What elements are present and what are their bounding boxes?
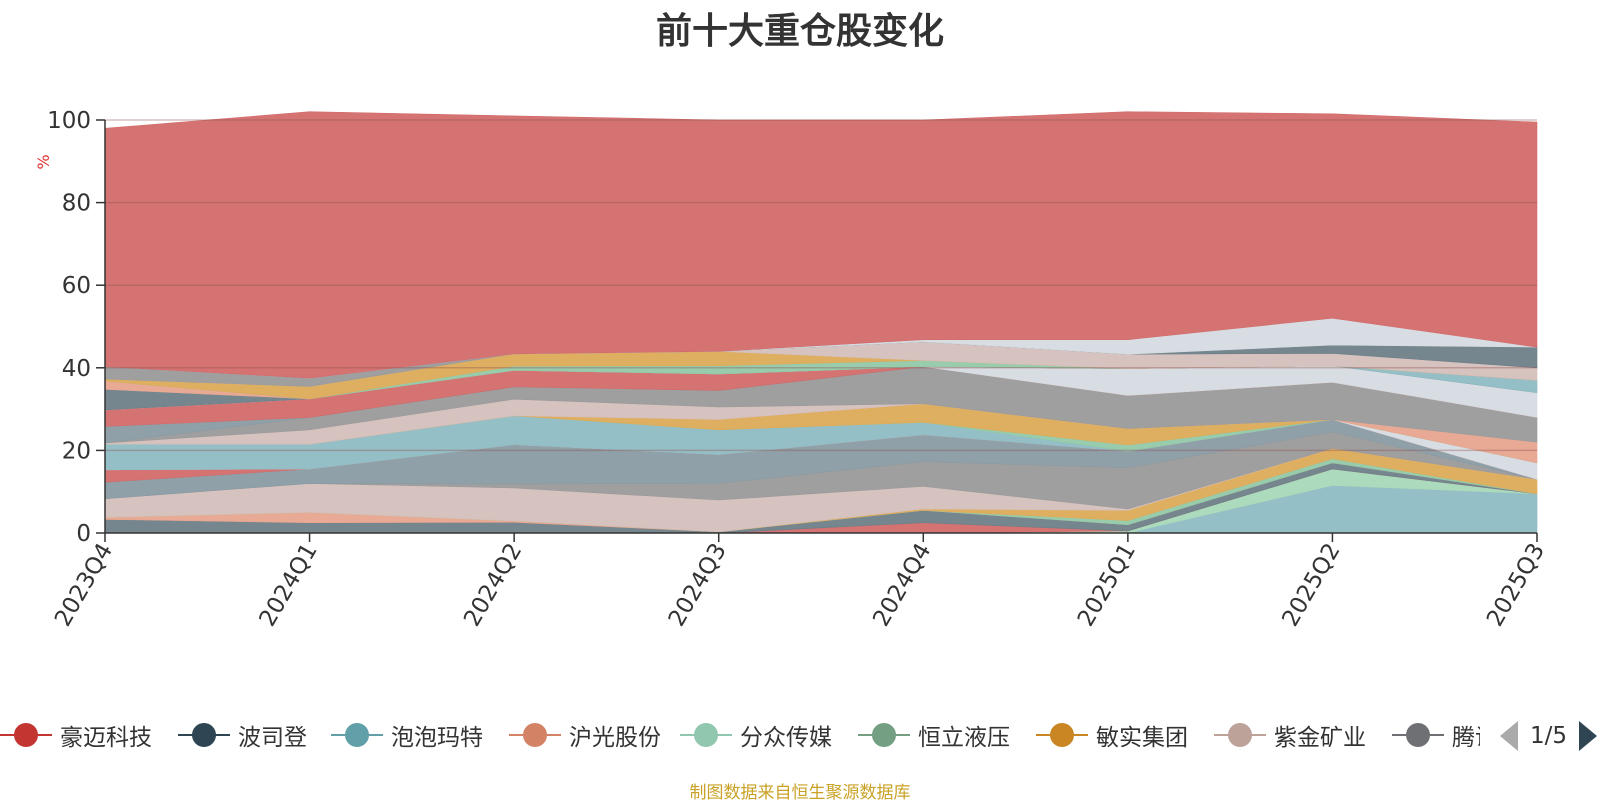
x-tick-label-2023Q4: 2023Q4 — [50, 539, 118, 631]
legend-prev-arrow-icon[interactable] — [1500, 721, 1518, 751]
legend-label: 紫金矿业 — [1274, 725, 1366, 751]
legend-label: 敏实集团 — [1096, 725, 1188, 751]
gridlines — [105, 119, 1537, 452]
y-tick-label-40: 40 — [62, 356, 91, 382]
y-tick-label-0: 0 — [76, 521, 91, 547]
legend-item[interactable]: 腾讯控股 — [1392, 715, 1480, 755]
x-tick-label-2025Q3: 2025Q3 — [1482, 539, 1550, 631]
legend-item[interactable]: 恒立液压 — [858, 715, 1010, 755]
area-band-31 — [104, 111, 1538, 379]
legend-marker-icon — [331, 721, 383, 749]
legend-marker-icon — [858, 721, 910, 749]
x-tick-label-2024Q4: 2024Q4 — [868, 539, 936, 631]
y-tick-label-20: 20 — [62, 438, 91, 464]
legend-label: 波司登 — [238, 725, 307, 751]
legend-label: 分众传媒 — [740, 725, 832, 751]
legend-marker-icon — [509, 721, 561, 749]
y-tick-label-80: 80 — [62, 191, 91, 217]
legend-page-indicator: 1/5 — [1530, 723, 1568, 749]
y-axis-label: % — [34, 154, 53, 169]
legend-label: 沪光股份 — [569, 725, 661, 751]
legend-label: 泡泡玛特 — [391, 725, 483, 751]
legend-marker-icon — [178, 721, 230, 749]
x-tick-label-2025Q1: 2025Q1 — [1073, 539, 1141, 631]
chart-title: 前十大重仓股变化 — [655, 11, 944, 52]
legend-item[interactable]: 分众传媒 — [680, 715, 832, 755]
legend-label: 恒立液压 — [918, 725, 1010, 751]
x-tick-label-2024Q1: 2024Q1 — [255, 539, 323, 631]
legend-marker-icon — [1036, 721, 1088, 749]
y-tick-label-60: 60 — [62, 273, 91, 299]
x-tick-label-2024Q3: 2024Q3 — [664, 539, 732, 631]
legend-next-arrow-icon[interactable] — [1579, 721, 1598, 751]
legend-item[interactable]: 泡泡玛特 — [331, 715, 483, 755]
legend-item[interactable]: 紫金矿业 — [1214, 715, 1366, 755]
stacked-area-chart: 0 20 40 60 80 100% 2023Q4 2024Q1 2024Q2 2024Q3 202… — [34, 108, 1550, 631]
legend-pager: 1/5 — [1500, 718, 1598, 754]
legend-item[interactable]: 波司登 — [178, 715, 307, 755]
legend-item[interactable]: 豪迈科技 — [0, 715, 152, 755]
source-note: 制图数据来自恒生聚源数据库 — [689, 783, 911, 803]
legend-marker-icon — [1214, 721, 1266, 749]
legend-item[interactable]: 敏实集团 — [1036, 715, 1188, 755]
legend-label: 豪迈科技 — [60, 725, 152, 751]
legend-marker-icon — [1392, 721, 1444, 749]
area-series-group — [104, 111, 1538, 534]
y-tick-label-100: 100 — [47, 108, 91, 134]
x-tick-label-2024Q2: 2024Q2 — [459, 539, 527, 631]
legend-marker-icon — [680, 721, 732, 749]
legend-label: 腾讯控股 — [1452, 725, 1480, 751]
legend-marker-icon — [0, 721, 52, 749]
legend: 豪迈科技 波司登 泡泡玛特 沪光股份 分众传媒 恒立液压 敏实集团 紫金矿业 腾讯控股 — [0, 715, 1600, 755]
x-tick-label-2025Q2: 2025Q2 — [1277, 539, 1345, 631]
legend-item[interactable]: 沪光股份 — [509, 715, 661, 755]
legend-items: 豪迈科技 波司登 泡泡玛特 沪光股份 分众传媒 恒立液压 敏实集团 紫金矿业 腾讯控股 — [0, 715, 1480, 755]
